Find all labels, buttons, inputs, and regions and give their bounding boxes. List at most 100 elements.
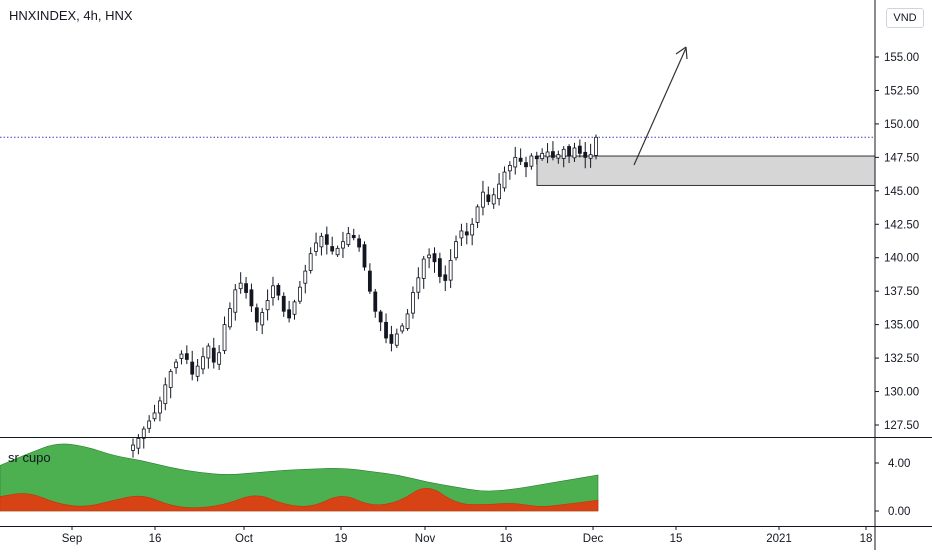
candle-body [577, 145, 582, 154]
candle-body [292, 301, 297, 315]
candle-body [147, 420, 152, 429]
y-tick-label: 145.00 [884, 186, 919, 198]
candle-body [367, 270, 372, 292]
candle-body [330, 246, 335, 252]
ind-y-tick-label: 0.00 [888, 506, 910, 518]
candle-body [228, 308, 232, 328]
projection-arrowhead [675, 46, 688, 60]
indicator-red-area [0, 488, 599, 512]
candle-body [421, 258, 426, 279]
symbol-title: HNXINDEX, 4h, HNX [9, 8, 133, 23]
candle-body [389, 334, 394, 344]
candle-body [373, 291, 378, 312]
candle-body [141, 428, 146, 439]
y-tick-label: 132.50 [884, 353, 919, 365]
y-tick-label: 155.00 [884, 52, 919, 64]
candle-body [378, 311, 383, 323]
candle-body [443, 274, 448, 281]
candle-body [324, 234, 329, 245]
demand-zone [536, 155, 876, 186]
candle-body [287, 309, 292, 319]
candle-body [583, 151, 588, 158]
y-tick-label: 130.00 [884, 387, 919, 399]
candle-body [502, 171, 507, 189]
candle-body [281, 295, 286, 312]
x-tick-label: 2021 [766, 533, 792, 545]
candle-body [303, 270, 308, 284]
y-tick-label: 142.50 [884, 219, 919, 231]
candle-body [249, 289, 254, 307]
projection-arrow [633, 47, 687, 166]
candle-body [244, 283, 248, 293]
candle-body [481, 191, 485, 208]
candle-body [459, 230, 464, 239]
candle-body [260, 312, 265, 326]
candle-body [556, 154, 561, 159]
candle-body [362, 244, 367, 268]
candle-body [233, 289, 238, 313]
candle-body [314, 242, 318, 252]
candle-body [497, 183, 501, 200]
candle-body [405, 313, 410, 329]
x-tick-label: Dec [583, 533, 604, 545]
candle-body [416, 277, 421, 293]
y-tick-label: 135.00 [884, 320, 919, 332]
x-tick-label: 18 [860, 533, 873, 545]
candle-body [491, 194, 496, 205]
candle-body [454, 241, 458, 259]
candle-body [432, 253, 437, 263]
candle-body [351, 235, 356, 239]
candle-body [276, 284, 281, 296]
candle-body [470, 223, 475, 236]
candle-body [265, 300, 270, 311]
candle-body [427, 254, 432, 259]
candle-body [567, 146, 571, 157]
candle-body [518, 157, 523, 162]
ind-y-tick-label: 4.00 [888, 458, 910, 470]
candle-body [201, 356, 205, 370]
candle-body [211, 347, 216, 363]
candle-body [152, 412, 157, 420]
candle-body [540, 152, 545, 160]
candle-body [486, 194, 491, 202]
x-tick-label: Nov [415, 533, 436, 545]
x-tick-label: Oct [235, 533, 254, 545]
x-tick-label: Sep [62, 533, 82, 545]
indicator-green-area [0, 443, 599, 512]
candle-body [319, 235, 324, 248]
y-tick-label: 147.50 [884, 152, 919, 164]
candle-body [524, 162, 528, 168]
candle-body [174, 361, 178, 369]
candle-body [513, 156, 518, 168]
candle-body [346, 233, 351, 245]
candle-body [588, 154, 593, 159]
candle-body [341, 241, 345, 249]
candle-body [158, 400, 162, 414]
candle-body [357, 238, 362, 248]
x-tick-label: 15 [670, 533, 683, 545]
candle-body [464, 231, 469, 236]
candle-body [254, 307, 259, 323]
candle-body [545, 151, 550, 158]
candle-body [308, 253, 313, 271]
x-tick-label: 16 [149, 533, 162, 545]
candle-body [163, 384, 168, 405]
candle-body [217, 352, 222, 365]
candle-body [475, 206, 480, 223]
candle-body [400, 325, 405, 332]
candle-body [507, 164, 512, 172]
candle-body [534, 155, 539, 160]
candle-body [437, 258, 442, 277]
candle-body [529, 155, 534, 167]
y-tick-label: 150.00 [884, 119, 919, 131]
candle-body [238, 282, 243, 290]
candle-body [297, 286, 302, 302]
candle-body [184, 353, 189, 360]
candle-body [136, 437, 141, 449]
candle-body [271, 285, 275, 299]
currency-badge[interactable]: VND [886, 8, 924, 28]
candle-body [206, 345, 211, 359]
candle-body [195, 365, 200, 377]
